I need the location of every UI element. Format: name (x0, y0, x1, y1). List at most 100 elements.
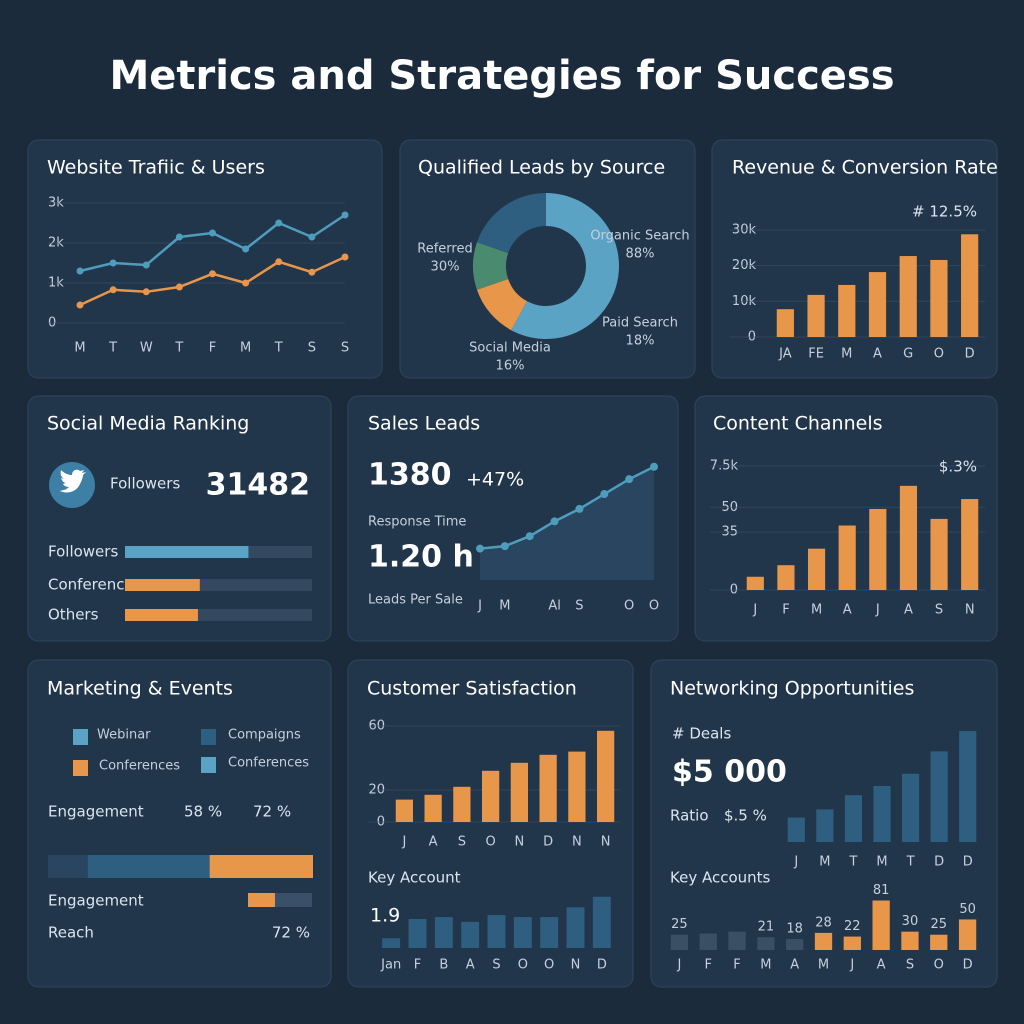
bar (777, 565, 795, 590)
bar (670, 934, 689, 950)
bar (424, 794, 442, 822)
point (76, 301, 84, 309)
kpi-value: 1.20 h (368, 540, 474, 575)
value-label: 30 (902, 914, 919, 929)
bar (961, 234, 979, 337)
x-tick-label: S (492, 958, 500, 973)
bar-fill (125, 546, 249, 558)
bar (746, 576, 764, 590)
bar (513, 917, 532, 948)
x-tick-label: T (274, 341, 283, 356)
value-label: 21 (758, 920, 775, 935)
slice-value: 30% (431, 260, 460, 275)
slice-label: Referred (417, 242, 472, 257)
point (600, 490, 609, 499)
bar (757, 937, 775, 950)
slice-value: 16% (496, 359, 525, 374)
point (209, 229, 216, 237)
x-tick-label: D (543, 835, 553, 850)
bar (869, 508, 887, 590)
x-tick-label: F (704, 958, 711, 973)
x-tick-label: A (904, 603, 913, 618)
kpi-value: $5 000 (672, 755, 787, 790)
point (308, 268, 316, 276)
bar (902, 773, 920, 842)
point (575, 504, 584, 513)
x-tick-label: O (518, 958, 528, 973)
value-label: 25 (671, 917, 688, 932)
bar (807, 548, 826, 590)
point (209, 270, 216, 278)
bar (901, 931, 919, 950)
x-tick-label: S (935, 603, 943, 618)
bar (434, 917, 453, 948)
kpi-label: # Deals (672, 725, 731, 743)
legend-swatch (201, 757, 216, 773)
x-tick-label: FE (808, 347, 824, 362)
panel (27, 139, 383, 379)
x-tick-label: J (401, 835, 406, 850)
bar (844, 795, 862, 842)
point (341, 253, 349, 261)
kpi-value: $.5 % (724, 807, 767, 825)
bar (453, 786, 471, 822)
x-tick-label: T (906, 855, 915, 870)
x-tick-label: J (793, 855, 798, 870)
point (308, 233, 316, 241)
stacked-segment (87, 855, 210, 878)
x-tick-label: M (240, 341, 251, 356)
x-tick-label: N (571, 958, 581, 973)
area (480, 466, 654, 580)
donut-slice (473, 242, 509, 290)
x-tick-label: A (429, 835, 438, 850)
kpi-label: Leads Per Sale (368, 593, 463, 608)
bar (816, 809, 834, 842)
row-label: Reach (48, 924, 94, 942)
point (242, 279, 250, 287)
bar (728, 931, 746, 950)
bar (408, 919, 427, 948)
point (550, 517, 559, 526)
x-tick-label: Al (548, 599, 561, 614)
engagement-value: 72 % (253, 803, 291, 821)
x-tick-label: N (515, 835, 525, 850)
bar (382, 938, 401, 948)
panel (347, 659, 634, 988)
panel-title: Networking Opportunities (670, 678, 914, 700)
bar-fill (125, 609, 198, 621)
x-tick-label: T (174, 341, 183, 356)
x-tick-label: M (811, 603, 822, 618)
point (341, 211, 349, 219)
x-tick-label: T (108, 341, 117, 356)
panel-title: Marketing & Events (47, 678, 233, 700)
slice-value: 88% (626, 247, 655, 262)
point (175, 233, 183, 241)
x-tick-label: J (752, 603, 757, 618)
point (500, 542, 509, 551)
point (109, 286, 117, 294)
x-tick-label: N (601, 835, 611, 850)
line (479, 465, 655, 550)
bar (807, 294, 825, 337)
x-tick-label: D (963, 958, 973, 973)
kpi-change: +47% (466, 469, 524, 491)
bar (786, 939, 804, 950)
x-tick-label: O (624, 599, 634, 614)
point (175, 283, 183, 291)
x-tick-label: J (875, 603, 880, 618)
x-tick-label: T (848, 855, 857, 870)
bar (930, 751, 948, 842)
panel (399, 139, 696, 379)
slice-label: Paid Search (602, 316, 678, 331)
slice-label: Social Media (469, 341, 551, 356)
point (109, 259, 117, 267)
point (525, 532, 534, 541)
bar (787, 817, 805, 842)
stacked-segment (209, 855, 313, 878)
stacked-segment (48, 855, 88, 878)
panel-title: Customer Satisfaction (367, 678, 577, 700)
legend-swatch (201, 729, 216, 745)
slice-label: Organic Search (590, 229, 689, 244)
slice-value: 18% (626, 334, 655, 349)
point (625, 475, 634, 484)
